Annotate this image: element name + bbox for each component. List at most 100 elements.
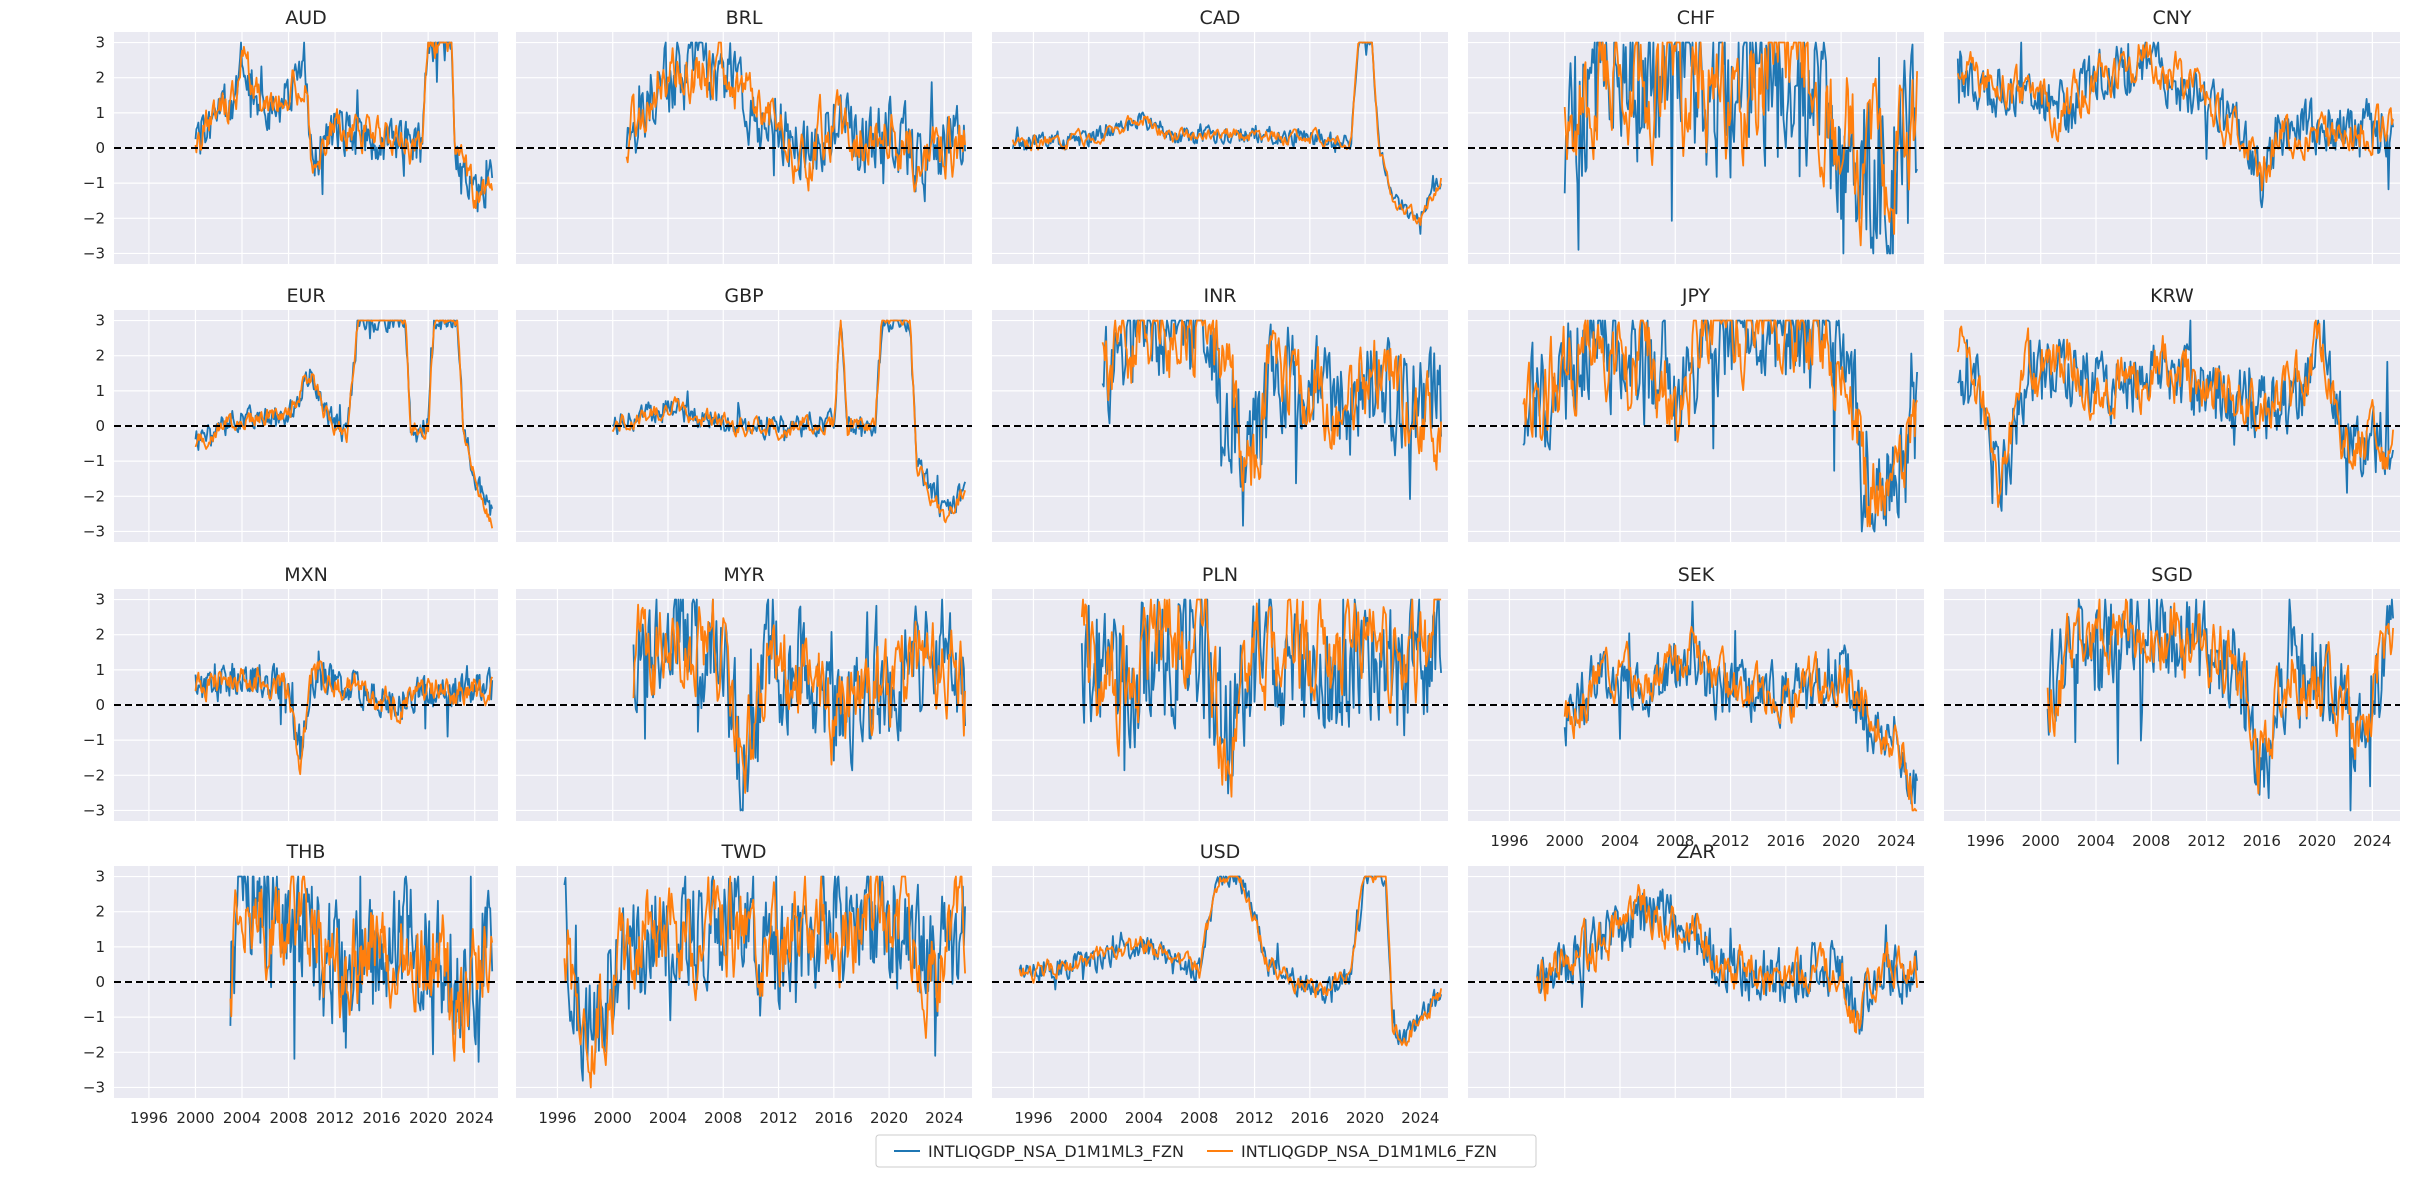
y-tick-label: 2 [95,626,105,644]
panel-myr: MYR [516,564,972,821]
x-tick-label: 2004 [2077,832,2115,850]
panel-title: AUD [285,7,327,29]
x-tick-label: 1996 [1966,832,2004,850]
panel-brl: BRL [516,7,972,264]
panel-title: BRL [726,7,763,29]
series-line-intliqgdp_nsa_d1m1ml6_fzn [632,598,966,794]
y-tick-label: −3 [83,1078,105,1096]
panel-pln: PLN [992,564,1448,821]
y-tick-label: 0 [95,973,105,991]
series-line-intliqgdp_nsa_d1m1ml6_fzn [194,41,494,209]
y-tick-label: −3 [83,801,105,819]
y-tick-label: −3 [83,244,105,262]
x-tick-label: 2012 [316,1109,354,1127]
y-tick-label: 1 [95,661,105,679]
series-line-intliqgdp_nsa_d1m1ml6_fzn [194,319,494,529]
x-tick-label: 2000 [2022,832,2060,850]
x-tick-label: 2016 [1291,1109,1329,1127]
y-tick-label: −2 [83,1043,105,1061]
y-tick-label: 3 [95,868,105,886]
x-tick-label: 2008 [1180,1109,1218,1127]
y-tick-label: 3 [95,591,105,609]
series-line-intliqgdp_nsa_d1m1ml6_fzn [1011,41,1442,226]
x-tick-label: 2020 [1822,832,1860,850]
x-tick-label: 2004 [223,1109,261,1127]
series-line-intliqgdp_nsa_d1m1ml6_fzn [1563,41,1918,247]
series-line-intliqgdp_nsa_d1m1ml3_fzn [1101,319,1442,527]
x-tick-label: 2008 [1656,832,1694,850]
panel-title: SEK [1678,564,1715,586]
x-tick-label: 2012 [759,1109,797,1127]
panel-aud: −3 −2 −1 0 1 2 3 AUD [83,7,498,264]
panel-title: PLN [1202,564,1238,586]
panel-krw: KRW [1944,285,2400,542]
x-tick-label: 2000 [1070,1109,1108,1127]
series-line-intliqgdp_nsa_d1m1ml3_fzn [2046,598,2394,812]
y-tick-label: −3 [83,522,105,540]
x-tick-label: 1996 [130,1109,168,1127]
x-tick-label: 2024 [1877,832,1915,850]
x-tick-label: 2020 [2298,832,2336,850]
y-tick-label: 1 [95,938,105,956]
panel-title: MYR [723,564,764,586]
y-tick-label: 2 [95,347,105,365]
panel-mxn: −3 −2 −1 0 1 2 3 MXN [83,564,498,821]
series-line-intliqgdp_nsa_d1m1ml6_fzn [611,319,966,524]
panel-jpy: JPY [1468,285,1924,542]
panel-title: USD [1200,841,1241,863]
x-tick-label: 1996 [1014,1109,1052,1127]
panel-twd: 1996 2000 2004 2008 2012 2016 2020 2024 TWD [516,841,972,1127]
panel-zar: ZAR [1468,841,1924,1098]
x-tick-label: 2024 [1401,1109,1439,1127]
series-line-intliqgdp_nsa_d1m1ml3_fzn [1080,598,1442,795]
x-tick-label: 2016 [2243,832,2281,850]
panel-title: SGD [2151,564,2192,586]
y-tick-label: −1 [83,731,105,749]
x-tick-label: 2024 [2353,832,2391,850]
panel-sgd: 1996 2000 2004 2008 2012 2016 2020 2024 SGD [1944,564,2400,850]
x-tick-label: 2004 [1601,832,1639,850]
x-tick-label: 2000 [1546,832,1584,850]
panel-usd: 1996 2000 2004 2008 2012 2016 2020 2024 USD [992,841,1448,1127]
y-tick-label: 2 [95,69,105,87]
panel-title: THB [286,841,326,863]
series-line-intliqgdp_nsa_d1m1ml3_fzn [1563,600,1918,805]
y-tick-label: 3 [95,312,105,330]
panel-title: CHF [1677,7,1715,29]
y-tick-label: −2 [83,487,105,505]
x-tick-label: 2004 [649,1109,687,1127]
series-line-intliqgdp_nsa_d1m1ml6_fzn [563,875,966,1089]
panel-title: ZAR [1676,841,1715,863]
panel-chf: CHF [1468,7,1924,264]
series-line-intliqgdp_nsa_d1m1ml6_fzn [1080,598,1442,798]
x-tick-label: 2020 [1346,1109,1384,1127]
x-tick-label: 2012 [1711,832,1749,850]
panel-cad: CAD [992,7,1448,264]
x-tick-label: 2024 [925,1109,963,1127]
x-tick-label: 2020 [870,1109,908,1127]
panel-cny: CNY [1944,7,2400,264]
x-tick-label: 2024 [456,1109,494,1127]
x-tick-label: 2008 [704,1109,742,1127]
series-line-intliqgdp_nsa_d1m1ml3_fzn [625,41,966,203]
y-tick-label: 0 [95,417,105,435]
y-tick-label: 0 [95,696,105,714]
series-line-intliqgdp_nsa_d1m1ml6_fzn [1018,875,1442,1047]
panel-title: GBP [724,285,763,307]
panel-title: CNY [2152,7,2191,29]
y-tick-label: −1 [83,174,105,192]
series-line-intliqgdp_nsa_d1m1ml6_fzn [1563,626,1918,812]
x-tick-label: 2020 [409,1109,447,1127]
y-tick-label: 1 [95,382,105,400]
legend: INTLIQGDP_NSA_D1M1ML3_FZN INTLIQGDP_NSA_D… [875,1134,1537,1168]
series-line-intliqgdp_nsa_d1m1ml6_fzn [1956,319,2394,508]
panel-title: TWD [720,841,766,863]
panel-thb: −3 −2 −1 0 1 2 3 1996 2000 2004 2008 2012 2016 2020 20… [83,841,498,1127]
x-tick-label: 1996 [538,1109,576,1127]
panel-title: JPY [1681,285,1711,307]
panel-sek: 1996 2000 2004 2008 2012 2016 2020 2024 SEK [1468,564,1924,850]
x-tick-label: 2012 [2187,832,2225,850]
series-line-intliqgdp_nsa_d1m1ml6_fzn [1956,41,2394,192]
x-tick-label: 2008 [269,1109,307,1127]
